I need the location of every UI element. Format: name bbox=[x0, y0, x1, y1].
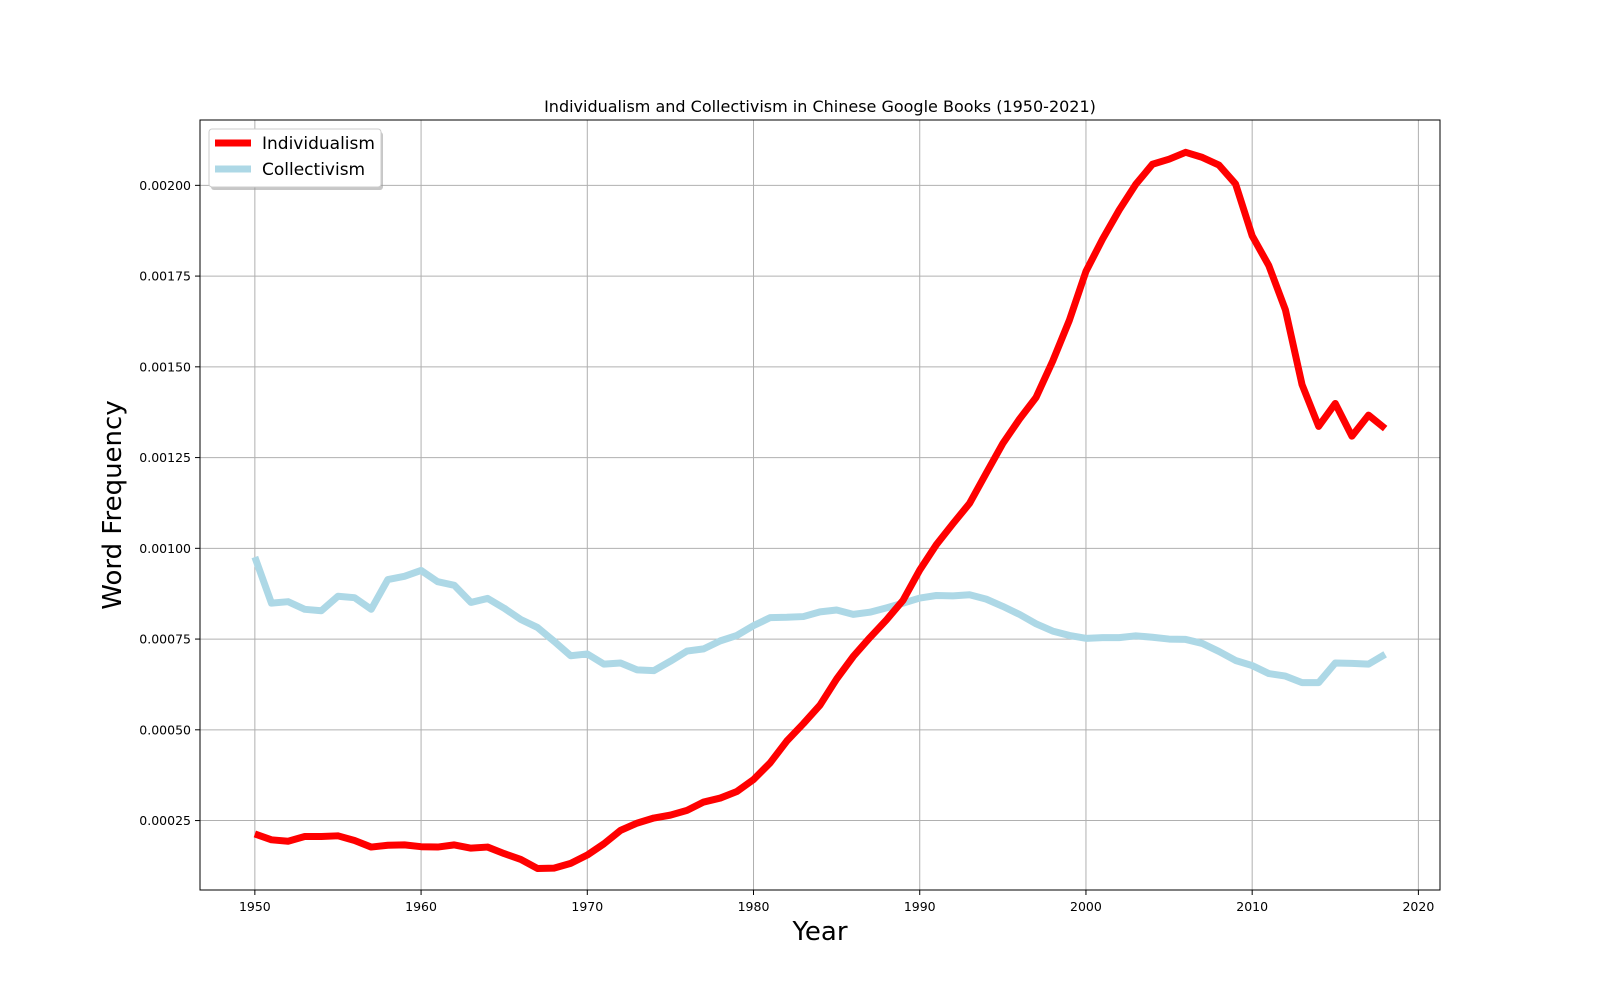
x-tick-label: 1980 bbox=[738, 899, 770, 914]
axis-ticks: 1950 1960 1970 1980 1990 2000 2010 2020 0.00025 0… bbox=[139, 178, 1434, 914]
x-tick-label: 1970 bbox=[571, 899, 603, 914]
y-tick-label: 0.00125 bbox=[139, 450, 191, 465]
x-tick-label: 2020 bbox=[1402, 899, 1434, 914]
series-line-collectivism bbox=[251, 555, 1387, 687]
y-tick-label: 0.00100 bbox=[139, 541, 191, 556]
x-tick-label: 1960 bbox=[405, 899, 437, 914]
y-tick-label: 0.00025 bbox=[139, 813, 191, 828]
x-tick-label: 1990 bbox=[904, 899, 936, 914]
plot-frame bbox=[199, 119, 1441, 891]
y-tick-label: 0.00150 bbox=[139, 359, 191, 374]
series-lines bbox=[251, 148, 1388, 872]
y-tick-label: 0.00075 bbox=[139, 632, 191, 647]
y-tick-label: 0.00175 bbox=[139, 269, 191, 284]
x-tick-label: 2010 bbox=[1236, 899, 1268, 914]
x-tick-label: 2000 bbox=[1070, 899, 1102, 914]
legend-label-individualism: Individualism bbox=[262, 134, 375, 154]
legend-label-collectivism: Collectivism bbox=[262, 160, 365, 180]
y-axis-label: Word Frequency bbox=[98, 400, 128, 609]
y-tick-label: 0.00200 bbox=[139, 178, 191, 193]
y-tick-label: 0.00050 bbox=[139, 722, 191, 737]
legend: Individualism Collectivism bbox=[208, 128, 383, 190]
series-line-individualism bbox=[253, 148, 1388, 872]
x-axis-label: Year bbox=[791, 917, 847, 947]
x-tick-label: 1950 bbox=[239, 899, 271, 914]
grid bbox=[200, 120, 1440, 890]
chart-title: Individualism and Collectivism in Chines… bbox=[544, 97, 1096, 116]
legend-box bbox=[208, 128, 382, 188]
